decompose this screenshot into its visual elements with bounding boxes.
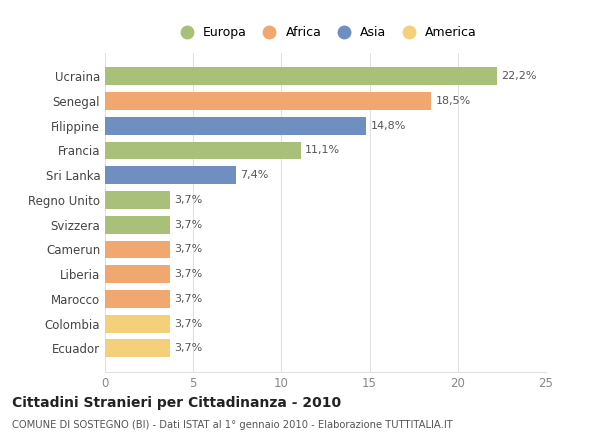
Text: 7,4%: 7,4%: [240, 170, 268, 180]
Text: 22,2%: 22,2%: [501, 71, 536, 81]
Legend: Europa, Africa, Asia, America: Europa, Africa, Asia, America: [172, 24, 479, 42]
Bar: [105, 315, 170, 333]
Bar: [105, 241, 170, 258]
Bar: [105, 166, 236, 184]
Bar: [105, 216, 170, 234]
Text: 3,7%: 3,7%: [175, 244, 203, 254]
Text: 3,7%: 3,7%: [175, 319, 203, 329]
Bar: [105, 290, 170, 308]
Text: 3,7%: 3,7%: [175, 195, 203, 205]
Text: 18,5%: 18,5%: [436, 96, 471, 106]
Bar: [105, 92, 431, 110]
Text: COMUNE DI SOSTEGNO (BI) - Dati ISTAT al 1° gennaio 2010 - Elaborazione TUTTITALI: COMUNE DI SOSTEGNO (BI) - Dati ISTAT al …: [12, 420, 453, 430]
Bar: [105, 67, 497, 85]
Text: 11,1%: 11,1%: [305, 146, 340, 155]
Bar: [105, 142, 301, 159]
Text: 3,7%: 3,7%: [175, 343, 203, 353]
Bar: [105, 191, 170, 209]
Bar: [105, 340, 170, 357]
Text: Cittadini Stranieri per Cittadinanza - 2010: Cittadini Stranieri per Cittadinanza - 2…: [12, 396, 341, 410]
Text: 3,7%: 3,7%: [175, 269, 203, 279]
Bar: [105, 265, 170, 283]
Bar: [105, 117, 366, 135]
Text: 3,7%: 3,7%: [175, 220, 203, 230]
Text: 3,7%: 3,7%: [175, 294, 203, 304]
Text: 14,8%: 14,8%: [370, 121, 406, 131]
